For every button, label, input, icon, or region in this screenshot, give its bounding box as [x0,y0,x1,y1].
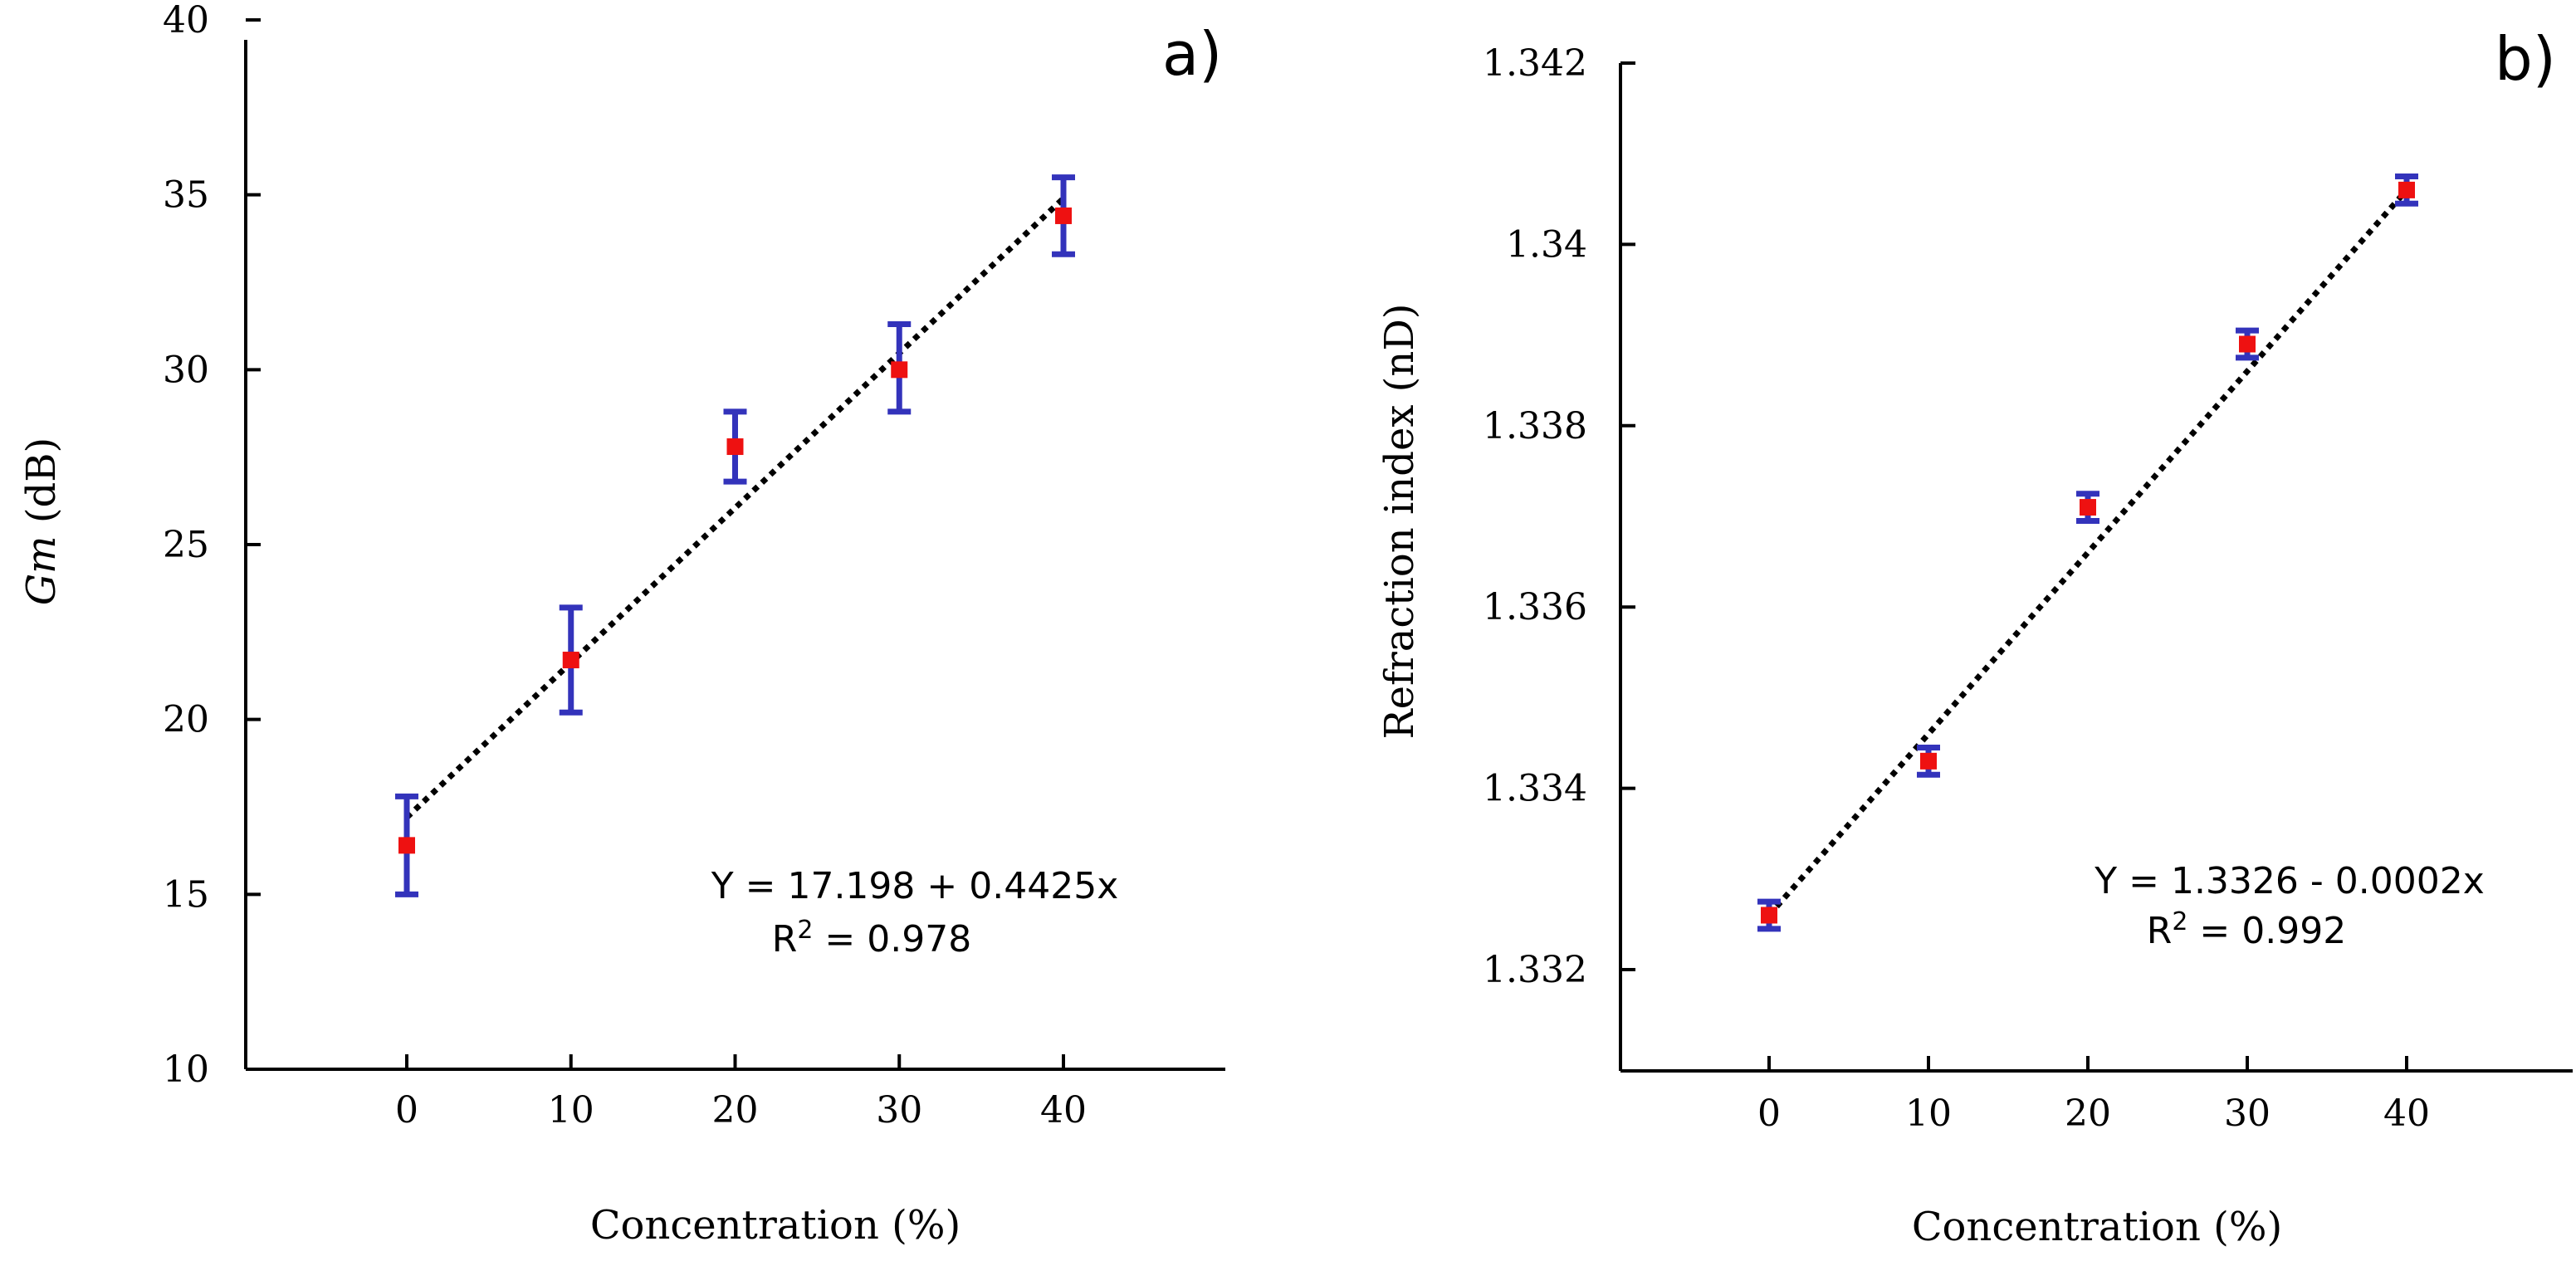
panel-a-x-tick-label: 20 [712,1089,759,1131]
panel-b-x-tick-label: 0 [1757,1092,1781,1135]
panel-b-data-point [2398,181,2415,198]
panel-a-data-point [398,837,415,854]
panel-b-data-point [2080,499,2096,516]
panel-a-x-tick-label: 0 [395,1089,418,1131]
panel-a-y-tick-label: 35 [163,174,209,217]
panel-b-y-tick-label: 1.338 [1483,405,1587,447]
panel-b-x-tick-label: 10 [1905,1092,1952,1135]
panel-b-data-point [1920,752,1937,770]
panel-a-x-tick-label: 10 [548,1089,594,1131]
panel-b-y-tick-label: 1.34 [1506,223,1587,266]
panel-a-data-point [1055,207,1072,224]
panel-a-y-tick-label: 40 [163,0,209,42]
panel-a-y-tick-label: 15 [163,873,209,916]
panel-b-label: b) [2495,24,2556,94]
panel-a-y-tick-label: 30 [163,349,209,391]
panel-b-y-tick-label: 1.334 [1483,768,1587,810]
panel-b-r2: R2 = 0.992 [2147,907,2346,952]
panel-b-y-tick-label: 1.342 [1483,42,1587,85]
panel-a-marks: 10 15 20 25 30 35 40 0 10 20 30 40 [163,0,1087,1131]
panel-a-data-point [562,652,579,669]
panel-b-y-tick-label: 1.332 [1483,949,1587,991]
panel-a-y-tick-label: 10 [163,1048,209,1091]
panel-a-data-point [726,438,744,456]
panel-a-x-tick-label: 40 [1040,1089,1087,1131]
panel-a-r2: R2 = 0.978 [772,916,971,960]
panel-b-x-tick-label: 20 [2065,1092,2111,1135]
panel-b-marks: 1.332 1.334 1.336 1.338 1.34 1.342 0 10 20 30 40 [1483,42,2430,1135]
panel-a: 10 15 20 25 30 35 40 0 10 20 30 40 a) Y = 17.198 + … [18,0,1225,1249]
panel-a-y-tick-label: 20 [163,699,209,741]
panel-b-y-tick-label: 1.336 [1483,586,1587,628]
panel-b-x-tick-label: 40 [2383,1092,2430,1135]
panel-a-y-tick-label: 25 [163,524,209,566]
panel-a-label: a) [1162,19,1222,89]
panel-b-data-point [2239,335,2256,353]
panel-a-x-axis-label: Concentration (%) [590,1202,961,1249]
panel-b: 1.332 1.334 1.336 1.338 1.34 1.342 0 10 20 30 40 b… [1376,24,2573,1250]
panel-b-trendline [1767,188,2409,917]
panel-a-trendline [404,196,1066,820]
panel-a-x-tick-label: 30 [876,1089,922,1131]
panel-a-y-axis-label: Gm (dB) [18,437,65,606]
panel-a-equation: Y = 17.198 + 0.4425x [711,865,1119,907]
panel-b-data-point [1761,907,1777,924]
panel-b-y-axis-label: Refraction index (nD) [1376,303,1423,739]
panel-a-data-point [891,361,908,379]
panel-b-x-axis-label: Concentration (%) [1912,1204,2282,1250]
panel-b-x-tick-label: 30 [2224,1092,2270,1135]
panel-b-equation: Y = 1.3326 - 0.0002x [2094,860,2485,902]
